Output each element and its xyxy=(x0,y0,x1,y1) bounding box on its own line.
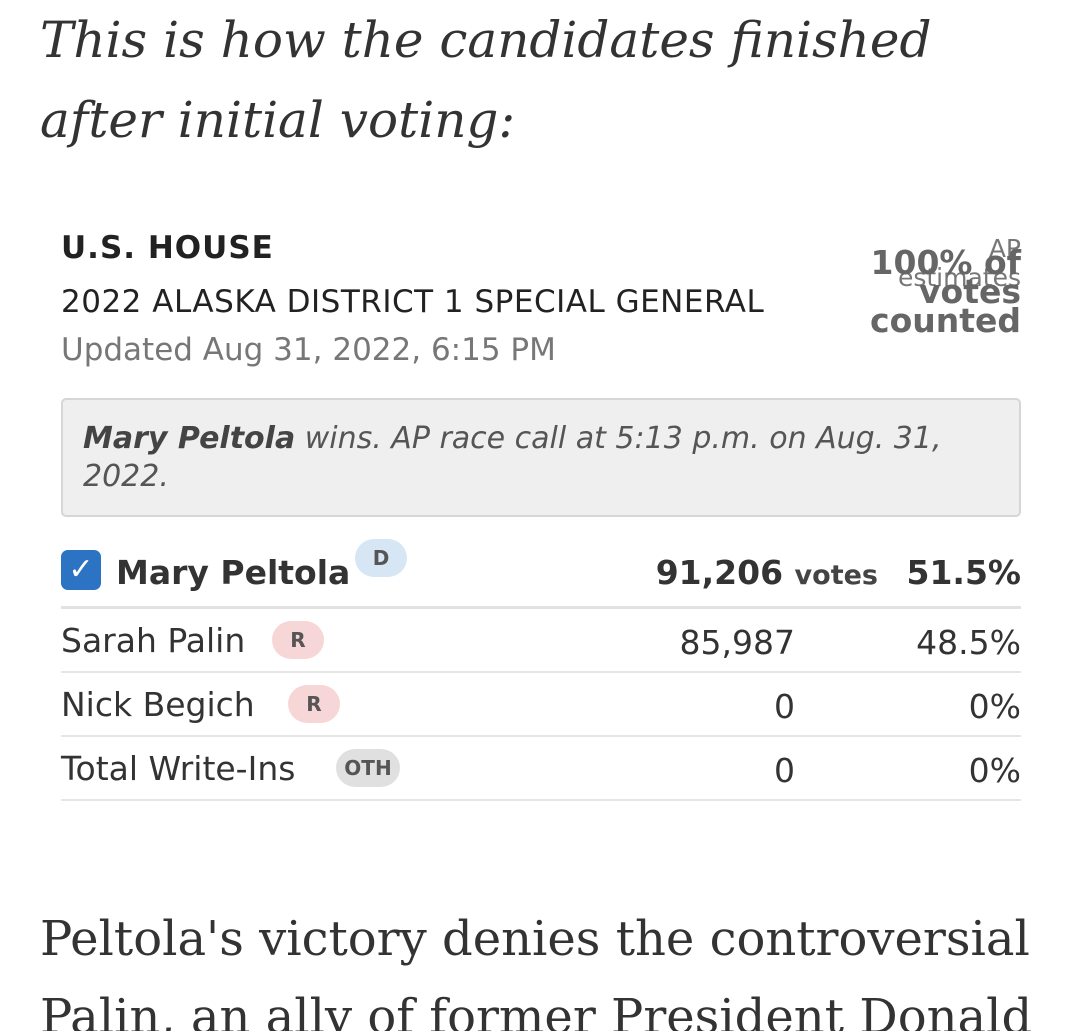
candidate-name: Mary Peltola xyxy=(116,553,351,592)
candidate-name: Total Write-Ins xyxy=(61,749,296,788)
results-table: ✓ Mary Peltola D 91,206 votes 51.5% Sara… xyxy=(61,539,1021,801)
race-call-winner: Mary Peltola xyxy=(83,421,296,456)
vote-count-unit: votes xyxy=(794,560,878,591)
vote-count: 85,987 xyxy=(679,623,795,662)
race-call-box: Mary Peltola wins. AP race call at 5:13 … xyxy=(61,398,1021,517)
party-badge: R xyxy=(272,621,324,659)
vote-percent: 51.5% xyxy=(906,553,1022,592)
vote-count: 91,206 votes xyxy=(656,553,878,592)
votes-counted-estimate: AP estimates 100% of votes counted xyxy=(870,234,1021,337)
party-badge: D xyxy=(355,539,407,577)
table-row: ✓ Mary Peltola D 91,206 votes 51.5% xyxy=(61,539,1021,609)
party-badge: OTH xyxy=(336,749,400,787)
party-badge: R xyxy=(288,685,340,723)
candidate-name: Nick Begich xyxy=(61,685,255,724)
check-icon: ✓ xyxy=(61,550,101,590)
estimate-value: 100% of votes counted xyxy=(870,243,1022,340)
race-name: 2022 ALASKA DISTRICT 1 SPECIAL GENERAL xyxy=(61,284,765,320)
table-row: Sarah Palin R 85,987 48.5% xyxy=(61,609,1021,673)
estimate-label: AP estimates xyxy=(897,234,1021,292)
vote-count: 0 xyxy=(774,751,795,790)
vote-count-value: 91,206 xyxy=(655,553,784,592)
updated-timestamp: Updated Aug 31, 2022, 6:15 PM xyxy=(61,332,556,368)
table-row: Total Write-Ins OTH 0 0% xyxy=(61,737,1021,801)
candidate-name: Sarah Palin xyxy=(61,621,246,660)
vote-percent: 0% xyxy=(968,687,1021,726)
race-office: U.S. HOUSE xyxy=(61,230,274,266)
vote-count: 0 xyxy=(774,687,795,726)
article-body: Peltola's victory denies the controversi… xyxy=(40,911,1033,1031)
article-intro: This is how the candidates finished afte… xyxy=(40,11,932,149)
race-call-text: wins. AP race call at 5:13 p.m. on Aug. … xyxy=(83,421,942,494)
table-row: Nick Begich R 0 0% xyxy=(61,673,1021,737)
vote-percent: 48.5% xyxy=(916,623,1021,662)
vote-percent: 0% xyxy=(968,751,1021,790)
